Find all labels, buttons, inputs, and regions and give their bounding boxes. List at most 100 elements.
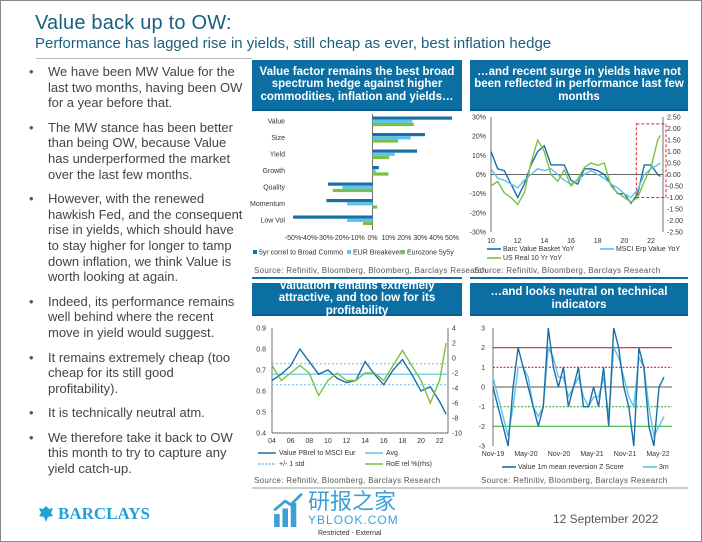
bar-eurozone-5y5y [372,122,414,127]
bar-eur-breakeven [347,218,373,222]
y2-tick-label: -0.50 [667,184,683,191]
x-tick-label: 10% [381,235,395,242]
legend-label: RoE rel %(rhs) [386,461,432,468]
bar-eur-breakeven [372,169,376,173]
y2-tick-label: -2.00 [667,218,683,225]
x-tick-label: 20 [417,438,425,445]
bar-5yr-correl-to-broad-commo [372,116,452,120]
y2-tick-label: -2.50 [667,230,683,237]
category-label: Momentum [250,201,285,208]
bar-5yr-correl-to-broad-commo [372,133,425,137]
y-tick-label: -10% [470,191,486,198]
bar-eurozone-5y5y [372,172,389,176]
y2-tick-label: 0 [452,356,456,363]
x-tick-label: Nov-20 [548,451,571,458]
highlight-box [635,123,667,198]
eagle-icon [39,506,53,522]
y-tick-label: -20% [470,210,486,217]
category-label: Size [271,135,285,142]
category-label: Yield [270,152,285,159]
panel-2-source: Source: Refinitiv, Bloomberg, Barclays R… [474,266,661,275]
series-line-1 [490,162,661,199]
x-tick-label: -30% [317,235,333,242]
y-tick-label: -3 [479,444,485,451]
x-tick-label: 14 [540,238,548,245]
panel-divider [252,277,462,279]
x-tick-label: 0% [367,235,377,242]
legend-label: 5yr correl to Broad Commo [259,250,343,257]
legend-swatch [401,250,405,254]
watermark-en: YBLOOK.COM [308,513,399,527]
legend-label: Barc Value Basket YoY [503,246,575,253]
y2-tick-label: 4 [452,326,456,333]
x-tick-label: 40% [429,235,443,242]
series-line-0 [492,327,665,447]
panel-divider [252,487,688,489]
x-tick-label: 08 [305,438,313,445]
y2-tick-label: -4 [452,386,458,393]
x-tick-label: 16 [380,438,388,445]
y-tick-label: 0% [476,172,486,179]
x-tick-label: 16 [567,238,575,245]
x-tick-label: -20% [333,235,349,242]
x-tick-label: May-22 [646,451,669,458]
y2-tick-label: -1.50 [667,207,683,214]
y-tick-label: 0 [481,385,485,392]
y-tick-label: 1 [481,365,485,372]
y2-tick-label: 2.00 [667,126,681,133]
logo-text: BARCLAYS [58,504,150,523]
x-tick-label: 50% [445,235,459,242]
x-tick-label: 30% [413,235,427,242]
x-tick-label: -40% [301,235,317,242]
bar-5yr-correl-to-broad-commo [293,215,373,219]
x-tick-label: May-20 [514,451,537,458]
category-label: Quality [263,185,285,192]
x-tick-label: 20% [397,235,411,242]
legend-label: Value 1m mean reversion Z Score [518,464,624,471]
series-line-0 [490,144,661,205]
bullet-item: It remains extremely cheap (too cheap fo… [26,350,246,397]
bar-5yr-correl-to-broad-commo [327,182,373,186]
x-tick-label: 10 [324,438,332,445]
series-line-2 [490,135,661,206]
category-label: Value [268,119,285,126]
x-tick-label: 18 [594,238,602,245]
panel-3-source: Source: Refinitiv, Bloomberg, Barclays R… [254,476,441,485]
legend-label: Value PBrel to MSCI Eur [279,450,356,457]
legend-label: EUR Breakeven [353,250,403,257]
y-tick-label: 2 [481,345,485,352]
x-tick-label: -10% [348,235,364,242]
y2-tick-label: -2 [452,371,458,378]
category-label: Growth [262,168,285,175]
y2-tick-label: -10 [452,431,462,438]
bar-eurozone-5y5y [332,188,373,193]
panel-divider [470,277,688,279]
x-tick-label: 18 [398,438,406,445]
y-tick-label: 0.6 [256,389,266,396]
bar-eur-breakeven [372,136,411,140]
date-label: 12 September 2022 [553,512,659,526]
y2-tick-label: -8 [452,416,458,423]
panel-2-title: …and recent surge in yields have not bee… [470,60,688,111]
bullet-item: We therefore take it back to OW this mon… [26,430,246,477]
y2-tick-label: 1.00 [667,149,681,156]
x-tick-label: 04 [268,438,276,445]
bullet-list: We have been MW Value for the last two m… [26,64,246,486]
barclays-logo: BARCLAYS [38,504,150,524]
y-tick-label: 0.4 [256,431,266,438]
bullet-item: Indeed, its performance remains well beh… [26,294,246,341]
bullet-item: The MW stance has been better than being… [26,120,246,182]
y2-tick-label: 2.50 [667,115,681,122]
series-line-0 [271,347,447,415]
bar-eur-breakeven [342,185,373,189]
y-tick-label: -30% [470,230,486,237]
bar-eur-breakeven [372,119,413,123]
bullet-item: However, with the renewed hawkish Fed, a… [26,191,246,285]
bar-eur-breakeven [372,152,395,156]
series-line-1 [492,345,665,439]
slide-subtitle: Performance has lagged rise in yields, s… [35,35,552,52]
y-tick-label: 0.5 [256,410,266,417]
y2-tick-label: -6 [452,401,458,408]
bar-eurozone-5y5y [362,221,373,226]
